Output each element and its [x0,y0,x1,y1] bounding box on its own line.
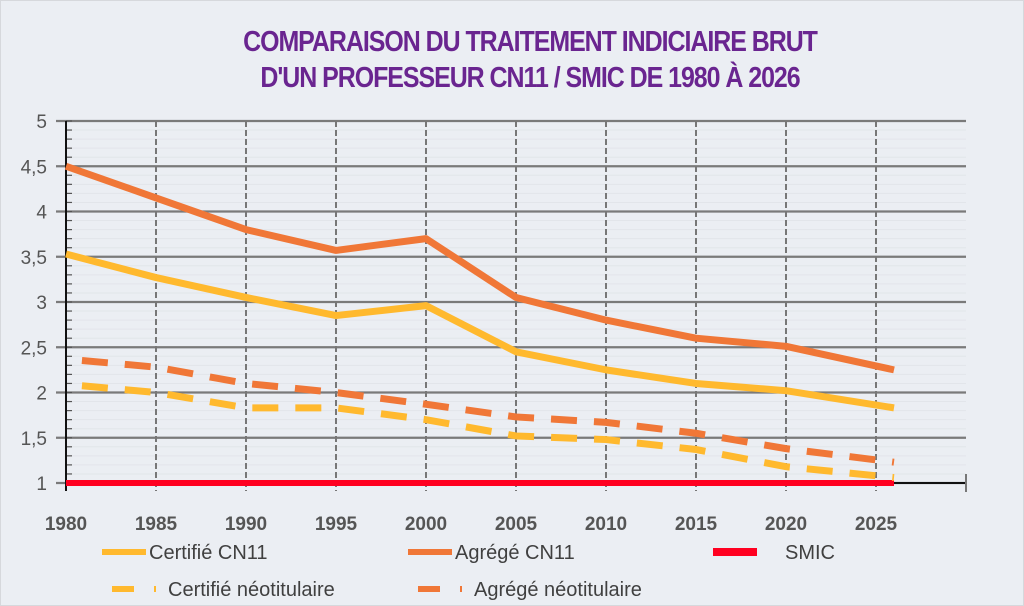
legend-label: Certifié néotitulaire [168,579,335,601]
chart-title-line-1: COMPARAISON DU TRAITEMENT INDICIAIRE BRU… [243,26,818,58]
x-tick-label: 2010 [585,514,627,535]
x-tick-label: 2015 [675,514,718,535]
y-tick-label: 5 [36,112,47,133]
chart-title: COMPARAISON DU TRAITEMENT INDICIAIRE BRU… [74,24,986,96]
legend-item: Certifié néotitulaire [112,579,335,601]
x-tick-label: 2025 [855,514,898,535]
y-tick-label: 1,5 [21,429,47,450]
chart-title-line-2: D'UN PROFESSEUR CN11 / SMIC DE 1980 À 20… [260,62,800,94]
y-tick-label: 2 [36,384,47,405]
y-tick-label: 2,5 [21,338,47,359]
x-tick-label: 1995 [315,514,358,535]
legend-item: Agrégé néotitulaire [418,579,642,601]
legend-label: Certifié CN11 [149,542,268,564]
x-tick-label: 1985 [135,514,178,535]
legend-label: Agrégé CN11 [455,542,575,564]
y-tick-label: 4,5 [21,157,47,178]
x-tick-label: 1980 [45,514,87,535]
legend: Certifié CN11 Agrégé CN11 SMIC Certifié néo… [102,542,835,601]
legend-label: Agrégé néotitulaire [474,579,642,601]
legend-item: SMIC [713,542,835,564]
legend-label: SMIC [785,542,835,564]
series-group [64,162,895,486]
series-line-agr-g-n-otitulaire [65,355,895,466]
y-tick-label: 1 [36,474,47,495]
x-tick-label: 2000 [405,514,447,535]
series-line-agr-g-cn11 [64,162,895,374]
y-tick-label: 3,5 [21,248,47,269]
series-line-certifi-n-otitulaire [65,380,895,482]
x-tick-label: 2020 [765,514,807,535]
legend-item: Certifié CN11 [102,542,268,564]
y-tick-label: 3 [36,293,47,314]
y-tick-label: 4 [36,203,47,224]
x-tick-label: 2005 [495,514,538,535]
x-tick-label: 1990 [225,514,267,535]
series-line-certifi-cn11 [65,250,895,412]
legend-item: Agrégé CN11 [408,542,575,564]
